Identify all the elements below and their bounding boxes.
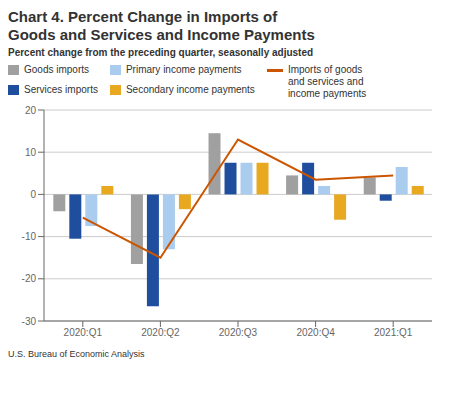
svg-text:0: 0 — [30, 189, 36, 200]
svg-text:20: 20 — [25, 105, 37, 116]
html-text:Services imports: Services imports — [24, 83, 98, 95]
html-text:Goods imports: Goods imports — [24, 64, 89, 75]
svg-text:2020:Q2: 2020:Q2 — [141, 327, 180, 338]
svg-text:10: 10 — [25, 147, 37, 158]
html-text:Percent change from the preced: Percent change from the preceding quarte… — [8, 47, 314, 58]
svg-text:-10: -10 — [22, 231, 37, 242]
html-text:U.S. Bureau of Economic Analys: U.S. Bureau of Economic Analysis — [8, 349, 145, 359]
svg-text:-20: -20 — [22, 273, 37, 284]
html-text:income payments: income payments — [287, 88, 367, 99]
html-text:Imports of goods: Imports of goods — [287, 64, 363, 75]
svg-text:2021:Q1: 2021:Q1 — [374, 327, 413, 338]
html-text:Primary income payments: Primary income payments — [125, 64, 242, 75]
html-text:Secondary income payments: Secondary income payments — [125, 83, 255, 95]
html-text:Chart 4. Percent Change in Imp: Chart 4. Percent Change in Imports of — [8, 8, 278, 25]
html-text:and services and: and services and — [287, 76, 364, 87]
svg-text:2020:Q4: 2020:Q4 — [296, 327, 335, 338]
svg-text:2020:Q1: 2020:Q1 — [64, 327, 103, 338]
svg-text:-30: -30 — [22, 316, 37, 327]
html-text:Goods and Services and Income: Goods and Services and Income Payments — [8, 26, 315, 43]
svg-text:2020:Q3: 2020:Q3 — [219, 327, 258, 338]
